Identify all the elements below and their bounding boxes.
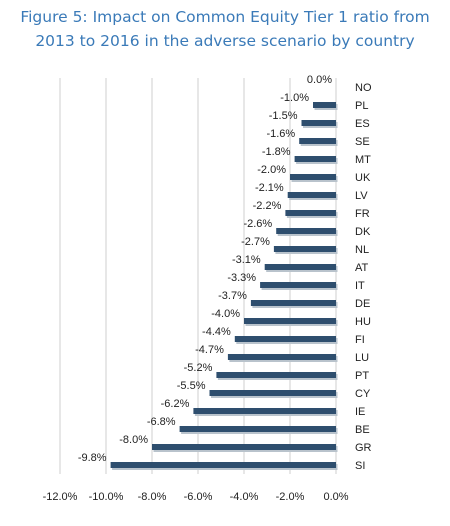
bar — [152, 444, 336, 450]
data-label: -2.2% — [253, 200, 282, 212]
category-label: MT — [355, 154, 371, 166]
data-label: -2.1% — [255, 182, 284, 194]
category-label: IE — [355, 406, 365, 418]
data-label: -4.4% — [202, 326, 231, 338]
chart-title-line-1: Figure 5: Impact on Common Equity Tier 1… — [20, 8, 430, 26]
chart-title-line-2: 2013 to 2016 in the adverse scenario by … — [35, 32, 415, 50]
x-tick-label: -10.0% — [89, 491, 124, 503]
category-label: GR — [355, 442, 372, 454]
bar — [250, 300, 336, 306]
data-label: -4.0% — [211, 308, 240, 320]
category-label: AT — [355, 262, 369, 274]
bar — [294, 156, 336, 162]
bar — [273, 246, 336, 252]
bar — [264, 264, 336, 270]
data-label: -1.0% — [280, 92, 309, 104]
data-label: -4.7% — [195, 344, 224, 356]
bar — [285, 210, 336, 216]
data-label: -1.6% — [266, 128, 295, 140]
data-label: -3.7% — [218, 290, 247, 302]
bar — [234, 336, 336, 342]
data-label: 0.0% — [307, 74, 332, 86]
bar — [313, 102, 336, 108]
category-label: HU — [355, 316, 371, 328]
bar — [290, 174, 336, 180]
category-label: UK — [355, 172, 371, 184]
data-label: -6.8% — [147, 416, 176, 428]
category-label: FI — [355, 334, 365, 346]
data-label: -2.7% — [241, 236, 270, 248]
bar — [179, 426, 336, 432]
category-label: LV — [355, 190, 368, 202]
bar — [260, 282, 336, 288]
data-label: -1.5% — [269, 110, 298, 122]
x-tick-label: -12.0% — [43, 491, 78, 503]
data-label: -2.6% — [243, 218, 272, 230]
bar — [110, 462, 336, 468]
x-tick-label: -6.0% — [184, 491, 213, 503]
data-label: -5.2% — [184, 362, 213, 374]
category-label: DK — [355, 226, 371, 238]
x-tick-label: 0.0% — [323, 491, 348, 503]
category-label: PL — [355, 100, 368, 112]
bar — [299, 138, 336, 144]
category-label: NL — [355, 244, 369, 256]
bar — [209, 390, 336, 396]
category-label: FR — [355, 208, 370, 220]
data-label: -3.3% — [227, 272, 256, 284]
data-label: -8.0% — [119, 434, 148, 446]
data-label: -3.1% — [232, 254, 261, 266]
category-label: CY — [355, 388, 371, 400]
bar — [287, 192, 336, 198]
bar — [193, 408, 336, 414]
category-label: IT — [355, 280, 365, 292]
category-label: BE — [355, 424, 370, 436]
x-tick-label: -8.0% — [138, 491, 167, 503]
category-label: DE — [355, 298, 370, 310]
category-label: SI — [355, 460, 365, 472]
category-label: ES — [355, 118, 370, 130]
bar — [227, 354, 336, 360]
category-label: SE — [355, 136, 370, 148]
data-label: -2.0% — [257, 164, 286, 176]
x-tick-label: -4.0% — [230, 491, 259, 503]
category-label: PT — [355, 370, 369, 382]
data-label: -5.5% — [177, 380, 206, 392]
x-tick-label: -2.0% — [276, 491, 305, 503]
bar — [301, 120, 336, 126]
data-label: -9.8% — [78, 452, 107, 464]
bar — [244, 318, 336, 324]
bar — [216, 372, 336, 378]
data-label: -1.8% — [262, 146, 291, 158]
category-label: NO — [355, 82, 372, 94]
data-label: -6.2% — [161, 398, 190, 410]
bar — [276, 228, 336, 234]
category-label: LU — [355, 352, 369, 364]
